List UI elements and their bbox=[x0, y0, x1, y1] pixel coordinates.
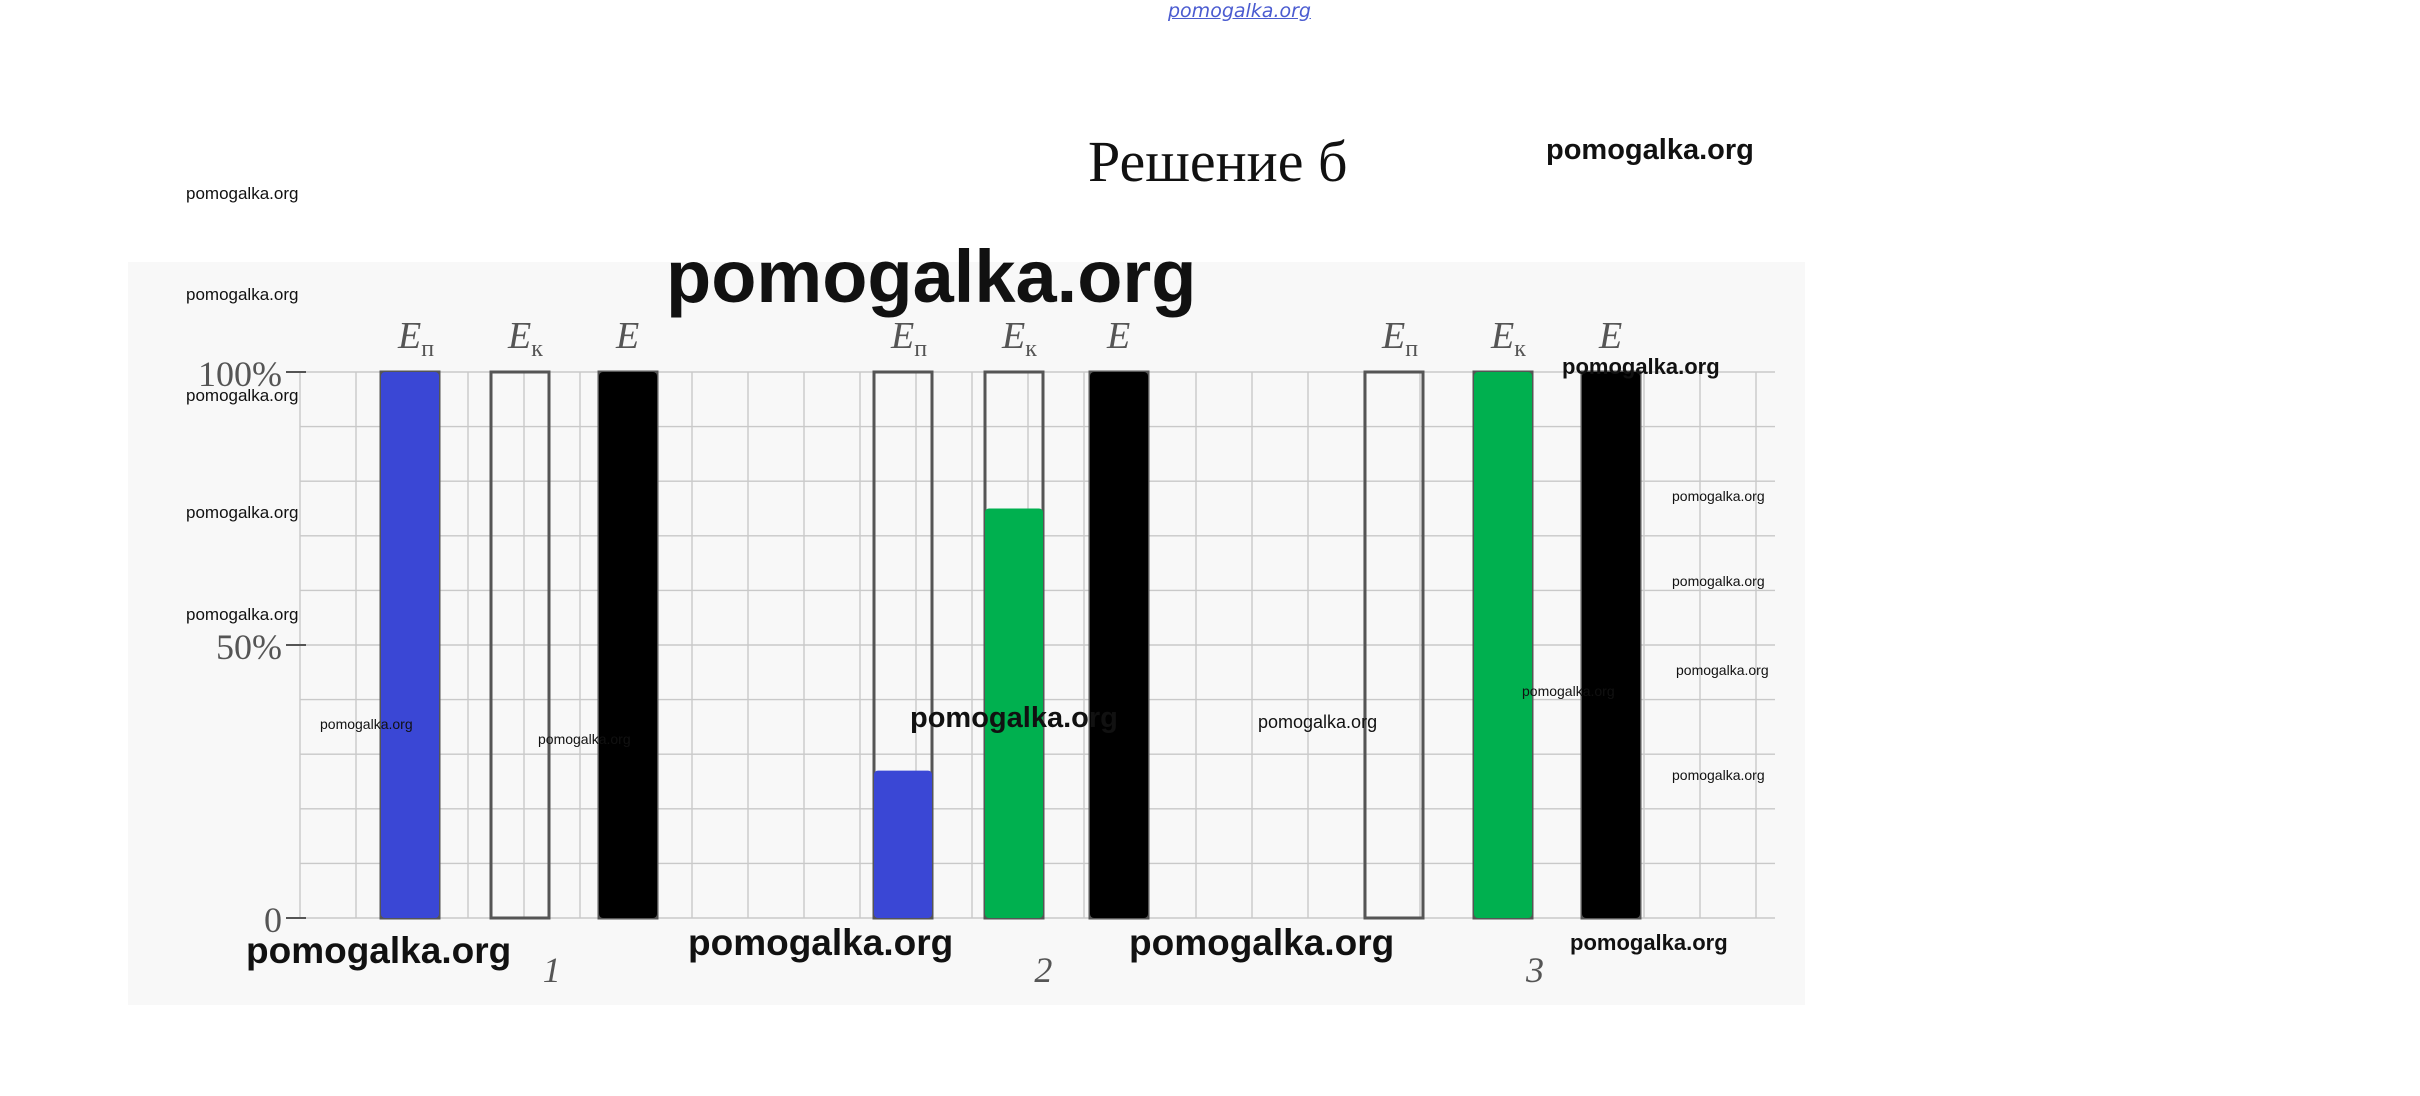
bar-label: Eп bbox=[397, 315, 434, 362]
watermark-text: pomogalka.org bbox=[186, 503, 299, 522]
watermark-text: pomogalka.org bbox=[186, 605, 299, 624]
watermark-text: pomogalka.org bbox=[186, 386, 299, 405]
bar bbox=[381, 372, 439, 918]
bar bbox=[1474, 372, 1532, 918]
watermark-text: pomogalka.org bbox=[1546, 134, 1754, 166]
bar-outline bbox=[489, 370, 551, 920]
watermark-large: pomogalka.org bbox=[666, 235, 1197, 318]
watermark-text: pomogalka.org bbox=[186, 285, 299, 304]
bar bbox=[1090, 372, 1148, 918]
watermark-text: pomogalka.org bbox=[1570, 930, 1728, 955]
watermark-text: pomogalka.org bbox=[688, 922, 954, 963]
bar-label: E bbox=[615, 315, 639, 357]
watermark-text: pomogalka.org bbox=[1258, 712, 1378, 732]
top-site-link[interactable]: pomogalka.org bbox=[1168, 0, 1311, 22]
bar-label: Eк bbox=[507, 315, 543, 362]
watermark-text: pomogalka.org bbox=[910, 702, 1118, 734]
watermark-text: pomogalka.org bbox=[320, 716, 413, 732]
bar bbox=[985, 508, 1043, 918]
y-tick-label: 50% bbox=[216, 627, 282, 667]
page-title: Решение б bbox=[1088, 129, 1348, 194]
bar bbox=[1582, 372, 1640, 918]
group-label: 1 bbox=[543, 950, 561, 990]
bar bbox=[599, 372, 657, 918]
group-label: 3 bbox=[1525, 950, 1544, 990]
bar bbox=[874, 770, 932, 918]
watermark-text: pomogalka.org bbox=[1672, 767, 1765, 783]
watermark-text: pomogalka.org bbox=[1676, 662, 1769, 678]
bar-outline bbox=[1363, 370, 1425, 920]
bar-label: E bbox=[1598, 315, 1622, 357]
watermark-text: pomogalka.org bbox=[186, 184, 299, 203]
bar-label: E bbox=[1106, 315, 1130, 357]
y-tick-label: 100% bbox=[198, 354, 282, 394]
y-tick-label: 0 bbox=[264, 900, 282, 940]
group-label: 2 bbox=[1034, 950, 1052, 990]
watermark-text: pomogalka.org bbox=[1562, 354, 1720, 379]
watermark-text: pomogalka.org bbox=[538, 731, 631, 747]
watermark-text: pomogalka.org bbox=[1672, 488, 1765, 504]
watermark-text: pomogalka.org bbox=[1522, 683, 1615, 699]
watermark-text: pomogalka.org bbox=[1672, 573, 1765, 589]
watermark-text: pomogalka.org bbox=[1129, 922, 1395, 963]
watermark-text: pomogalka.org bbox=[246, 930, 512, 971]
